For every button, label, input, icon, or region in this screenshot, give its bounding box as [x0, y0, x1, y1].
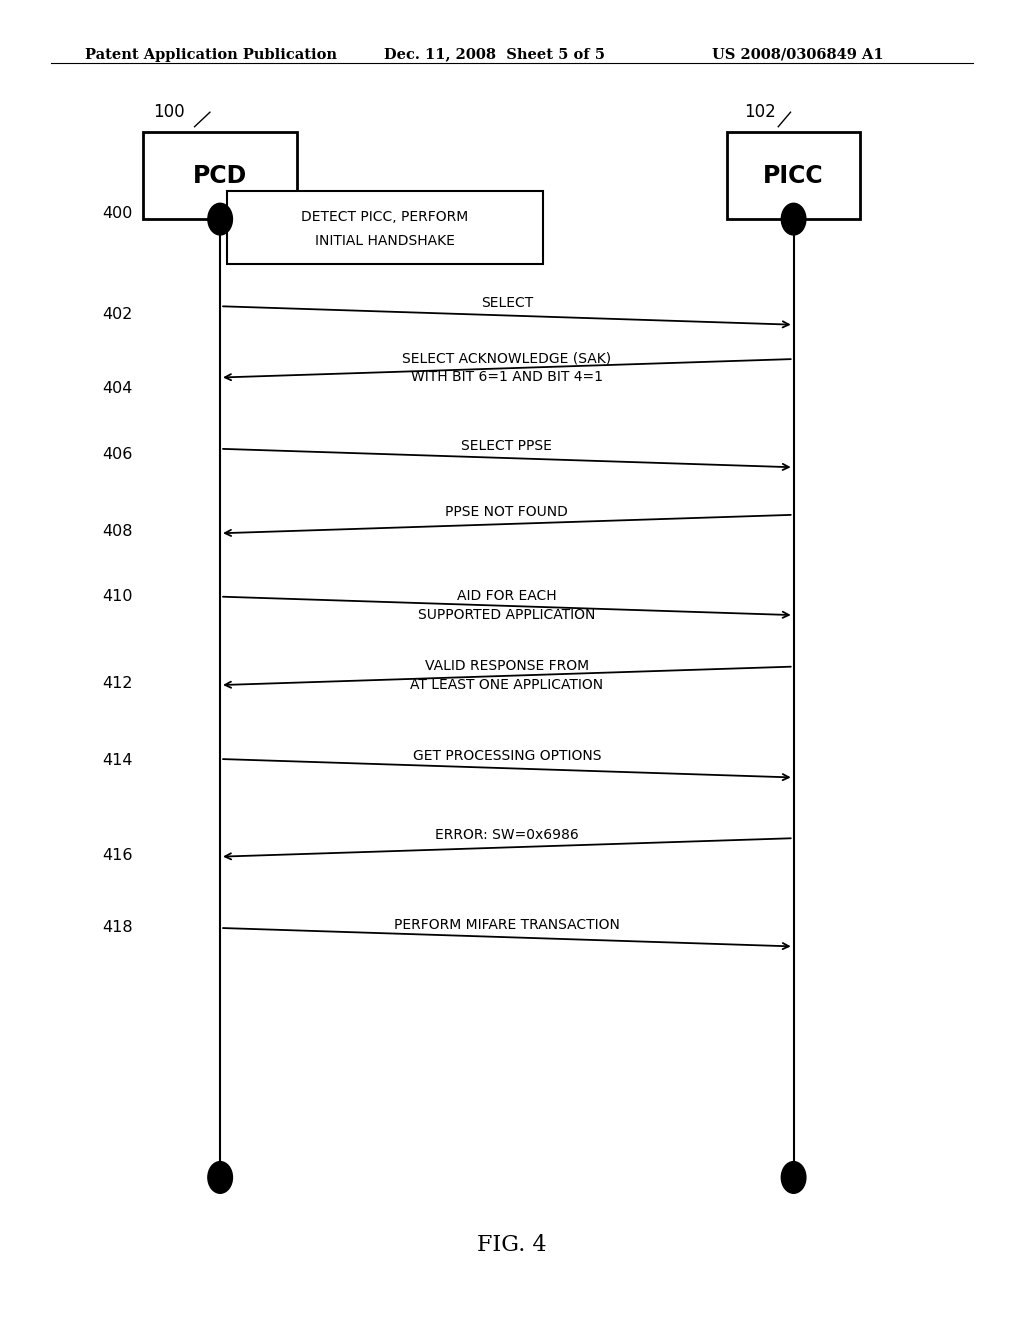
- Text: WITH BIT 6=1 AND BIT 4=1: WITH BIT 6=1 AND BIT 4=1: [411, 370, 603, 384]
- Bar: [143, 132, 297, 219]
- Text: AT LEAST ONE APPLICATION: AT LEAST ONE APPLICATION: [411, 677, 603, 692]
- Circle shape: [208, 203, 232, 235]
- Text: 416: 416: [102, 847, 133, 863]
- Text: PERFORM MIFARE TRANSACTION: PERFORM MIFARE TRANSACTION: [394, 917, 620, 932]
- Circle shape: [208, 1162, 232, 1193]
- Circle shape: [781, 1162, 806, 1193]
- Text: GET PROCESSING OPTIONS: GET PROCESSING OPTIONS: [413, 748, 601, 763]
- Text: 402: 402: [102, 306, 133, 322]
- Text: FIG. 4: FIG. 4: [477, 1234, 547, 1255]
- Text: 406: 406: [102, 446, 133, 462]
- Text: DETECT PICC, PERFORM: DETECT PICC, PERFORM: [301, 210, 469, 224]
- Text: SELECT PPSE: SELECT PPSE: [462, 438, 552, 453]
- Bar: [727, 132, 860, 219]
- Text: 102: 102: [744, 103, 776, 121]
- Text: Patent Application Publication: Patent Application Publication: [85, 48, 337, 62]
- Text: PPSE NOT FOUND: PPSE NOT FOUND: [445, 504, 568, 519]
- Text: SELECT ACKNOWLEDGE (SAK): SELECT ACKNOWLEDGE (SAK): [402, 351, 611, 366]
- Text: 414: 414: [102, 752, 133, 768]
- Text: SUPPORTED APPLICATION: SUPPORTED APPLICATION: [418, 607, 596, 622]
- Text: PICC: PICC: [763, 164, 824, 187]
- Circle shape: [781, 203, 806, 235]
- Text: AID FOR EACH: AID FOR EACH: [457, 589, 557, 603]
- Text: 404: 404: [102, 380, 133, 396]
- Text: 400: 400: [102, 206, 133, 222]
- Text: 418: 418: [102, 920, 133, 936]
- Text: PCD: PCD: [194, 164, 247, 187]
- Text: ERROR: SW=0x6986: ERROR: SW=0x6986: [435, 828, 579, 842]
- Bar: [227, 191, 543, 264]
- Text: 100: 100: [154, 103, 185, 121]
- Text: SELECT: SELECT: [480, 296, 534, 310]
- Text: VALID RESPONSE FROM: VALID RESPONSE FROM: [425, 659, 589, 673]
- Text: 410: 410: [102, 589, 133, 605]
- Text: INITIAL HANDSHAKE: INITIAL HANDSHAKE: [315, 234, 455, 248]
- Text: 412: 412: [102, 676, 133, 692]
- Text: US 2008/0306849 A1: US 2008/0306849 A1: [712, 48, 884, 62]
- Text: Dec. 11, 2008  Sheet 5 of 5: Dec. 11, 2008 Sheet 5 of 5: [384, 48, 605, 62]
- Text: 408: 408: [102, 524, 133, 540]
